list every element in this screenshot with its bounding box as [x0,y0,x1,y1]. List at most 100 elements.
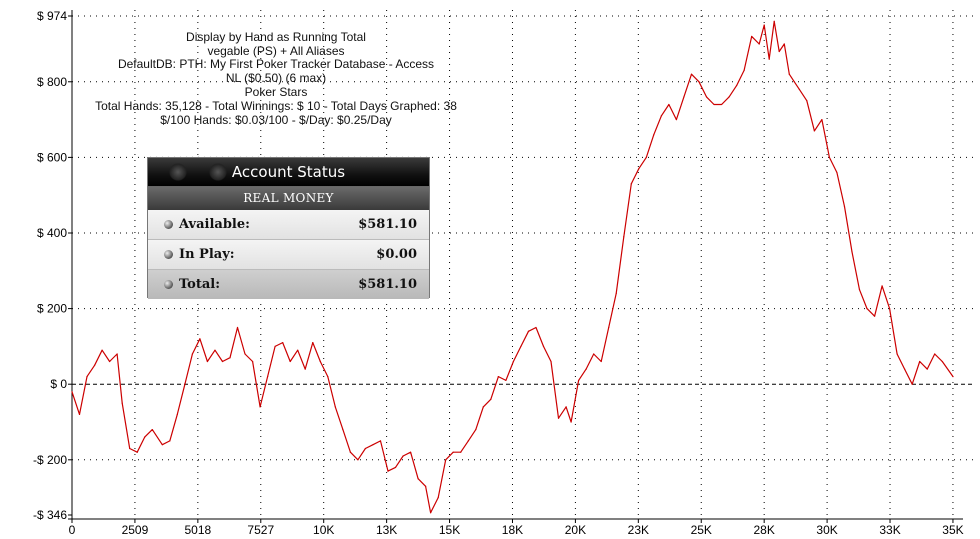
data-point [176,413,178,416]
data-point [334,406,336,408]
data-point [690,73,693,75]
x-tick-label: 2509 [122,523,149,537]
data-point [836,171,838,174]
x-tick-label: 28K [753,523,774,537]
data-point [520,345,522,347]
y-tick-label: $ 0 [50,377,67,391]
account-row-value: $581.10 [358,217,417,232]
data-point [743,69,745,72]
data-point [136,451,138,453]
data-point [274,345,276,347]
data-point [675,118,678,121]
data-point [638,168,640,170]
data-point [251,360,254,363]
x-tick-label: 23K [628,523,649,537]
data-point [151,428,153,431]
data-point [437,497,439,499]
data-point [144,436,146,438]
data-point [668,103,670,106]
data-point [327,376,329,378]
data-point [798,88,800,90]
x-tick-label: 25K [691,523,712,537]
data-point [229,357,231,359]
data-point [843,205,846,208]
series-layer [71,20,954,514]
data-point [851,251,853,253]
x-tick-label: 30K [816,523,837,537]
data-point [482,406,484,408]
data-point [387,470,389,472]
account-row-total: Total: $581.10 [148,270,429,299]
data-point [191,353,193,355]
data-point [394,466,397,468]
header-line-totals: Total Hands: 35,128 - Total Winnings: $ … [95,99,457,113]
data-point [720,103,723,106]
data-point [623,236,625,238]
data-point [763,24,765,26]
data-point [409,451,412,453]
data-point [206,360,209,363]
y-tick-label: $ 200 [37,302,67,316]
data-point [319,360,321,363]
account-row-in-play: In Play: $0.00 [148,240,429,270]
data-point [758,43,760,45]
data-point [788,73,790,75]
data-point [304,368,306,370]
data-point [259,406,261,408]
account-row-label: Available: [179,217,250,232]
data-point [312,342,314,344]
data-point [585,368,587,370]
data-point [813,130,815,132]
y-tick-label: -$ 200 [33,453,67,467]
x-tick-label: 35K [942,523,963,537]
data-point [349,451,351,453]
data-point [78,413,81,416]
data-point [778,50,780,53]
account-row-value: $0.00 [376,247,417,262]
data-point [858,289,861,291]
x-tick-label: 5018 [184,523,211,537]
header-line-database: DefaultDB: PTH: My First Poker Tracker D… [117,57,435,71]
data-point [497,376,499,378]
account-row-value: $581.10 [358,277,417,292]
data-point [121,402,123,404]
y-tick-label: $ 974 [37,9,67,23]
header-line-site: Poker Stars [244,85,308,99]
bullet-icon [164,220,173,229]
data-point [129,447,131,450]
data-point [793,81,795,83]
data-point [101,349,103,351]
data-point [169,440,171,442]
data-point [475,428,477,431]
data-point [600,360,602,363]
data-point [512,360,515,363]
axes [68,10,963,523]
data-point [490,398,492,400]
data-point [952,376,954,378]
tick-labels: $ 974 $ 800 $ 600 $ 400 $ 200 $ 0 -$ 200 -$ 346… [33,9,964,537]
data-point [911,383,913,385]
data-point [565,406,567,408]
data-point [888,307,891,310]
data-point [593,353,595,355]
data-point [364,447,367,450]
data-point [289,360,291,363]
account-status-title: Account Status [148,158,429,187]
data-point [445,459,447,461]
data-point [653,134,655,136]
x-tick-label: 10K [313,523,334,537]
data-point [919,360,921,363]
data-point [881,285,883,287]
data-point [783,43,785,45]
data-point [773,20,775,22]
data-point [896,353,898,355]
x-tick-label: 33K [879,523,900,537]
data-point [417,478,419,480]
y-tick-label: $ 600 [37,150,67,164]
data-point [86,376,88,378]
data-point [93,364,96,366]
data-point [221,360,224,363]
data-point [941,360,943,363]
account-type-label: REAL MONEY [148,187,429,210]
